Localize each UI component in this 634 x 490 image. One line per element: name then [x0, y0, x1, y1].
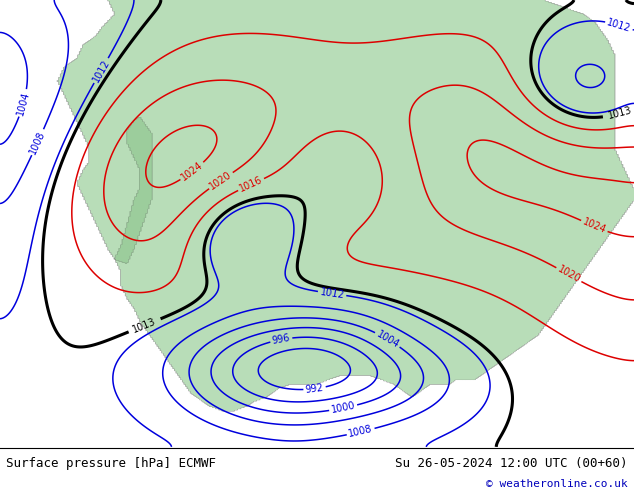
Text: 1024: 1024 — [581, 217, 607, 236]
Text: Su 26-05-2024 12:00 UTC (00+60): Su 26-05-2024 12:00 UTC (00+60) — [395, 457, 628, 470]
Text: Surface pressure [hPa] ECMWF: Surface pressure [hPa] ECMWF — [6, 457, 216, 470]
Text: 1013: 1013 — [131, 316, 158, 335]
Text: 1004: 1004 — [375, 329, 401, 350]
Text: 1024: 1024 — [179, 160, 205, 183]
Text: 1008: 1008 — [28, 129, 48, 155]
Text: 996: 996 — [271, 333, 291, 346]
Text: 1020: 1020 — [208, 170, 234, 192]
Text: 1016: 1016 — [238, 175, 264, 194]
Text: 1012: 1012 — [319, 287, 345, 300]
Text: 1013: 1013 — [607, 105, 633, 121]
Text: 1000: 1000 — [330, 401, 356, 416]
Text: 1008: 1008 — [347, 424, 374, 440]
Text: 1004: 1004 — [15, 90, 32, 116]
Text: 1012: 1012 — [91, 57, 112, 84]
Text: © weatheronline.co.uk: © weatheronline.co.uk — [486, 479, 628, 489]
Text: 992: 992 — [305, 383, 325, 395]
Text: 1020: 1020 — [555, 264, 582, 285]
Text: 1012: 1012 — [605, 18, 632, 34]
